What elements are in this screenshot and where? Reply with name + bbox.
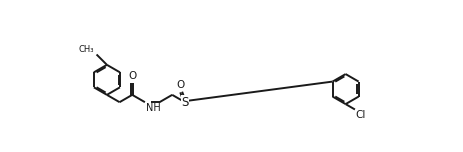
Text: CH₃: CH₃ <box>79 45 94 54</box>
Text: Cl: Cl <box>355 110 365 120</box>
Text: O: O <box>176 80 184 90</box>
Text: O: O <box>128 71 136 81</box>
Text: S: S <box>181 96 188 109</box>
Text: NH: NH <box>145 103 160 113</box>
